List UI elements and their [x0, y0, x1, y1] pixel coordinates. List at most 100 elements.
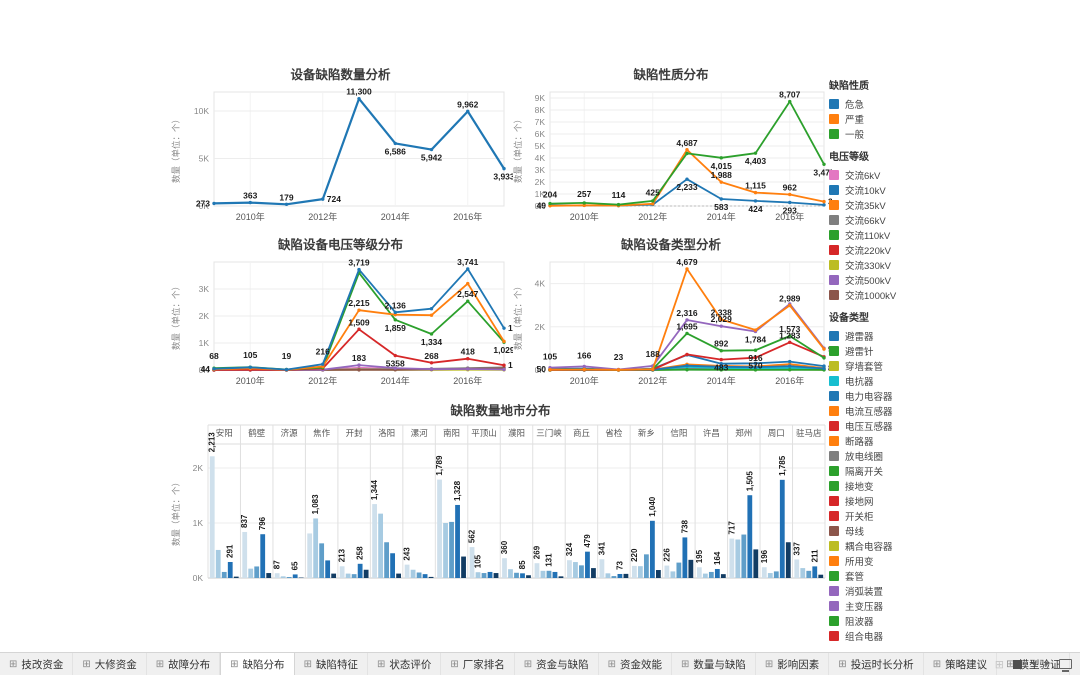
svg-text:濮阳: 濮阳: [508, 428, 525, 438]
chart-defect-nature: 缺陷性质分布 2010年 2012年 2014年 2016年 0K 1K 2K 3K 4K 5K 6…: [510, 66, 832, 234]
svg-text:2010年: 2010年: [570, 375, 599, 386]
presentation-mode-icon[interactable]: [1059, 659, 1072, 672]
legend-item-label: 母线: [845, 526, 865, 538]
legend-item[interactable]: 一般: [829, 126, 949, 141]
sheet-tab[interactable]: ⊞ 厂家排名: [441, 653, 515, 675]
dashboard-grid-icon: ⊞: [155, 658, 165, 670]
sheet-tab-active[interactable]: ⊞ 缺陷分布: [220, 653, 295, 675]
prev-sheet-icon[interactable]: ◂: [1030, 658, 1036, 669]
legend-item[interactable]: 交流6kV: [829, 167, 949, 182]
chart-title-voltage-level: 缺陷设备电压等级分布: [277, 238, 403, 252]
legend-item[interactable]: 交流35kV: [829, 197, 949, 212]
svg-text:483: 483: [714, 363, 728, 373]
legend-item[interactable]: 电压互感器: [829, 418, 949, 433]
legend-item[interactable]: 交流500kV: [829, 272, 949, 287]
svg-text:1,115: 1,115: [745, 181, 766, 191]
chart-title-defect-nature: 缺陷性质分布: [633, 68, 709, 82]
svg-text:195: 195: [695, 549, 704, 563]
legend-item[interactable]: 套管: [829, 568, 949, 583]
svg-text:2016年: 2016年: [775, 375, 804, 386]
legend-item-label: 耦合电容器: [845, 541, 893, 553]
legend-item[interactable]: 母线: [829, 523, 949, 538]
sheet-tab[interactable]: ⊞ 策略建议: [924, 653, 998, 675]
legend-swatch-icon: [829, 330, 839, 341]
svg-text:数量（单位：个）: 数量（单位：个）: [513, 282, 523, 350]
legend-item[interactable]: 交流110kV: [829, 227, 949, 242]
legend-item[interactable]: 交流330kV: [829, 257, 949, 272]
dashboard-grid-icon: ⊞: [523, 658, 533, 670]
chart-defect-count: 设备缺陷数量分析 2010年 2012年 2014年 2016年 0K 5K 10K 数量（单…: [168, 66, 513, 234]
legend-item[interactable]: 开关柜: [829, 508, 949, 523]
svg-text:724: 724: [327, 194, 341, 204]
sheet-tab[interactable]: ⊞ 技改资金: [0, 653, 74, 675]
sheet-tab[interactable]: ⊞ 大修资金: [73, 653, 147, 675]
svg-text:数量（单位：个）: 数量（单位：个）: [171, 115, 181, 183]
svg-text:226: 226: [662, 548, 671, 562]
legend-swatch-icon: [829, 600, 839, 611]
legend-item[interactable]: 电流互感器: [829, 403, 949, 418]
dashboard-grid-icon: ⊞: [607, 658, 617, 670]
show-sheets-icon[interactable]: ⊞: [994, 658, 1004, 671]
dashboard-grid-icon: ⊞: [838, 658, 847, 670]
legend-item[interactable]: 耦合电容器: [829, 538, 949, 553]
svg-text:1K: 1K: [199, 338, 210, 348]
svg-text:583: 583: [714, 202, 728, 212]
sheet-tab[interactable]: ⊞ 模型验证: [997, 653, 1071, 675]
sheet-tab[interactable]: ⊞ 影响因素: [756, 653, 830, 675]
svg-text:7K: 7K: [535, 117, 546, 127]
sheet-tab[interactable]: ⊞ 数量与缺陷: [672, 653, 756, 675]
sheet-tab[interactable]: ⊞ 故障分布: [147, 653, 221, 675]
sheet-tab[interactable]: ⊞ 投运时长分析: [829, 653, 924, 675]
legend-item[interactable]: 避雷器: [829, 328, 949, 343]
next-sheet-icon[interactable]: ▸: [1044, 658, 1050, 669]
legend-item[interactable]: 交流1000kV: [829, 287, 949, 302]
legend-item[interactable]: 所用变: [829, 553, 949, 568]
svg-text:鹤壁: 鹤壁: [248, 428, 266, 438]
legend-swatch-icon: [829, 420, 839, 431]
legend-swatch-icon: [829, 360, 839, 371]
legend-item[interactable]: 消弧装置: [829, 583, 949, 598]
legend-item[interactable]: 电抗器: [829, 373, 949, 388]
chart-equipment-type: 缺陷设备类型分析 2010年 2012年 2014年 2016年 0K 2K 4K 数量（单位…: [510, 236, 832, 398]
legend-item-label: 电流互感器: [845, 406, 893, 418]
legend-item[interactable]: 阻波器: [829, 613, 949, 628]
legend-item[interactable]: 断路器: [829, 433, 949, 448]
svg-text:2K: 2K: [193, 463, 204, 473]
legend-item[interactable]: 交流10kV: [829, 182, 949, 197]
legend-item[interactable]: 交流220kV: [829, 242, 949, 257]
sheet-tab-label: 状态评价: [389, 658, 432, 671]
legend-item[interactable]: 严重: [829, 111, 949, 126]
legend-item[interactable]: 接地网: [829, 493, 949, 508]
sheet-tab[interactable]: ⊞ 资金效能: [599, 653, 673, 675]
legend-item[interactable]: 隔离开关: [829, 463, 949, 478]
legend-group-title: 设备类型: [829, 313, 869, 324]
sheet-tab[interactable]: ⊞ 缺陷特征: [295, 653, 368, 675]
legend-item[interactable]: 主变压器: [829, 598, 949, 613]
legend-item[interactable]: 危急: [829, 96, 949, 111]
legend-item[interactable]: 接地变: [829, 478, 949, 493]
legend-item[interactable]: 放电线圈: [829, 448, 949, 463]
svg-text:1,785: 1,785: [778, 455, 787, 476]
sheet-tab-label: 投运时长分析: [850, 658, 914, 671]
legend-item[interactable]: 穿墙套管: [829, 358, 949, 373]
legend-item[interactable]: 组合电器: [829, 628, 949, 643]
svg-text:1,505: 1,505: [745, 471, 754, 492]
svg-text:738: 738: [680, 520, 689, 534]
svg-text:2,213: 2,213: [208, 432, 217, 453]
sheet-tab[interactable]: ⊞ 资金与缺陷: [515, 653, 599, 675]
legend-item[interactable]: 电力电容器: [829, 388, 949, 403]
legend-group-title: 电压等级: [829, 152, 869, 163]
svg-text:2010年: 2010年: [236, 375, 265, 386]
legend-swatch-icon: [829, 630, 839, 641]
legend-item-label: 消弧装置: [845, 586, 884, 598]
legend-item[interactable]: 交流66kV: [829, 212, 949, 227]
sheet-tab-label: 模型验证: [1018, 658, 1061, 671]
legend-item[interactable]: 避雷针: [829, 343, 949, 358]
dashboard-grid-icon: ⊞: [230, 658, 239, 670]
svg-text:济源: 济源: [281, 428, 299, 438]
legend-item-label: 避雷器: [845, 331, 874, 343]
sheet-tab[interactable]: ⊞ 状态评价: [368, 653, 442, 675]
svg-text:4K: 4K: [535, 153, 546, 163]
line-chart-equipment-type: 2010年 2012年 2014年 2016年 0K 2K 4K 数量（单位：个） 50 105 1…: [513, 257, 832, 386]
filmstrip-icon[interactable]: [1012, 659, 1022, 669]
